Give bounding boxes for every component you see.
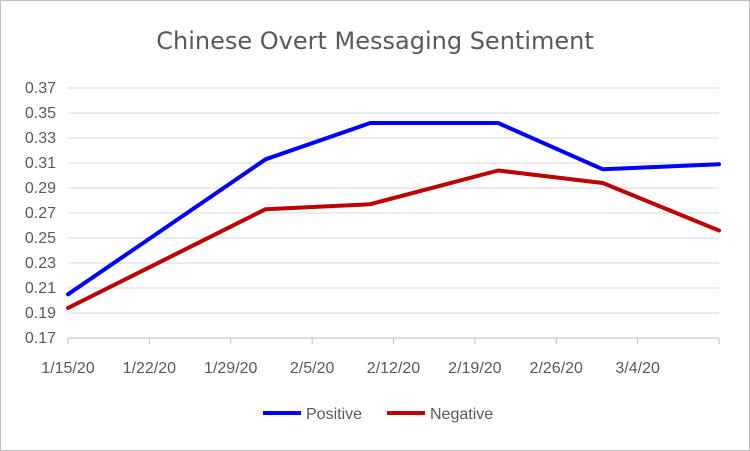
y-tick-label: 0.27	[25, 205, 56, 222]
y-tick-label: 0.25	[25, 230, 56, 247]
y-tick-label: 0.35	[25, 105, 56, 122]
x-tick-label: 2/12/20	[367, 360, 420, 377]
y-tick-label: 0.21	[25, 280, 56, 297]
y-tick-label: 0.37	[25, 80, 56, 97]
y-tick-label: 0.19	[25, 305, 56, 322]
x-tick-label: 1/22/20	[123, 360, 176, 377]
x-tick-label: 2/19/20	[448, 360, 501, 377]
x-tick-label: 1/29/20	[204, 360, 257, 377]
x-tick-label: 2/26/20	[530, 360, 583, 377]
legend-label-negative: Negative	[430, 406, 493, 423]
y-tick-label: 0.17	[25, 330, 56, 347]
x-tick-label: 2/5/20	[290, 360, 335, 377]
y-tick-label: 0.33	[25, 130, 56, 147]
series-line-negative	[66, 168, 721, 310]
x-tick-label: 1/15/20	[41, 360, 94, 377]
y-tick-label: 0.23	[25, 255, 56, 272]
y-tick-label: 0.29	[25, 180, 56, 197]
series-line-positive	[66, 121, 721, 297]
y-tick-label: 0.31	[25, 155, 56, 172]
x-tick-label: 3/4/20	[615, 360, 660, 377]
chart-title: Chinese Overt Messaging Sentiment	[156, 27, 594, 55]
legend-label-positive: Positive	[306, 406, 362, 423]
